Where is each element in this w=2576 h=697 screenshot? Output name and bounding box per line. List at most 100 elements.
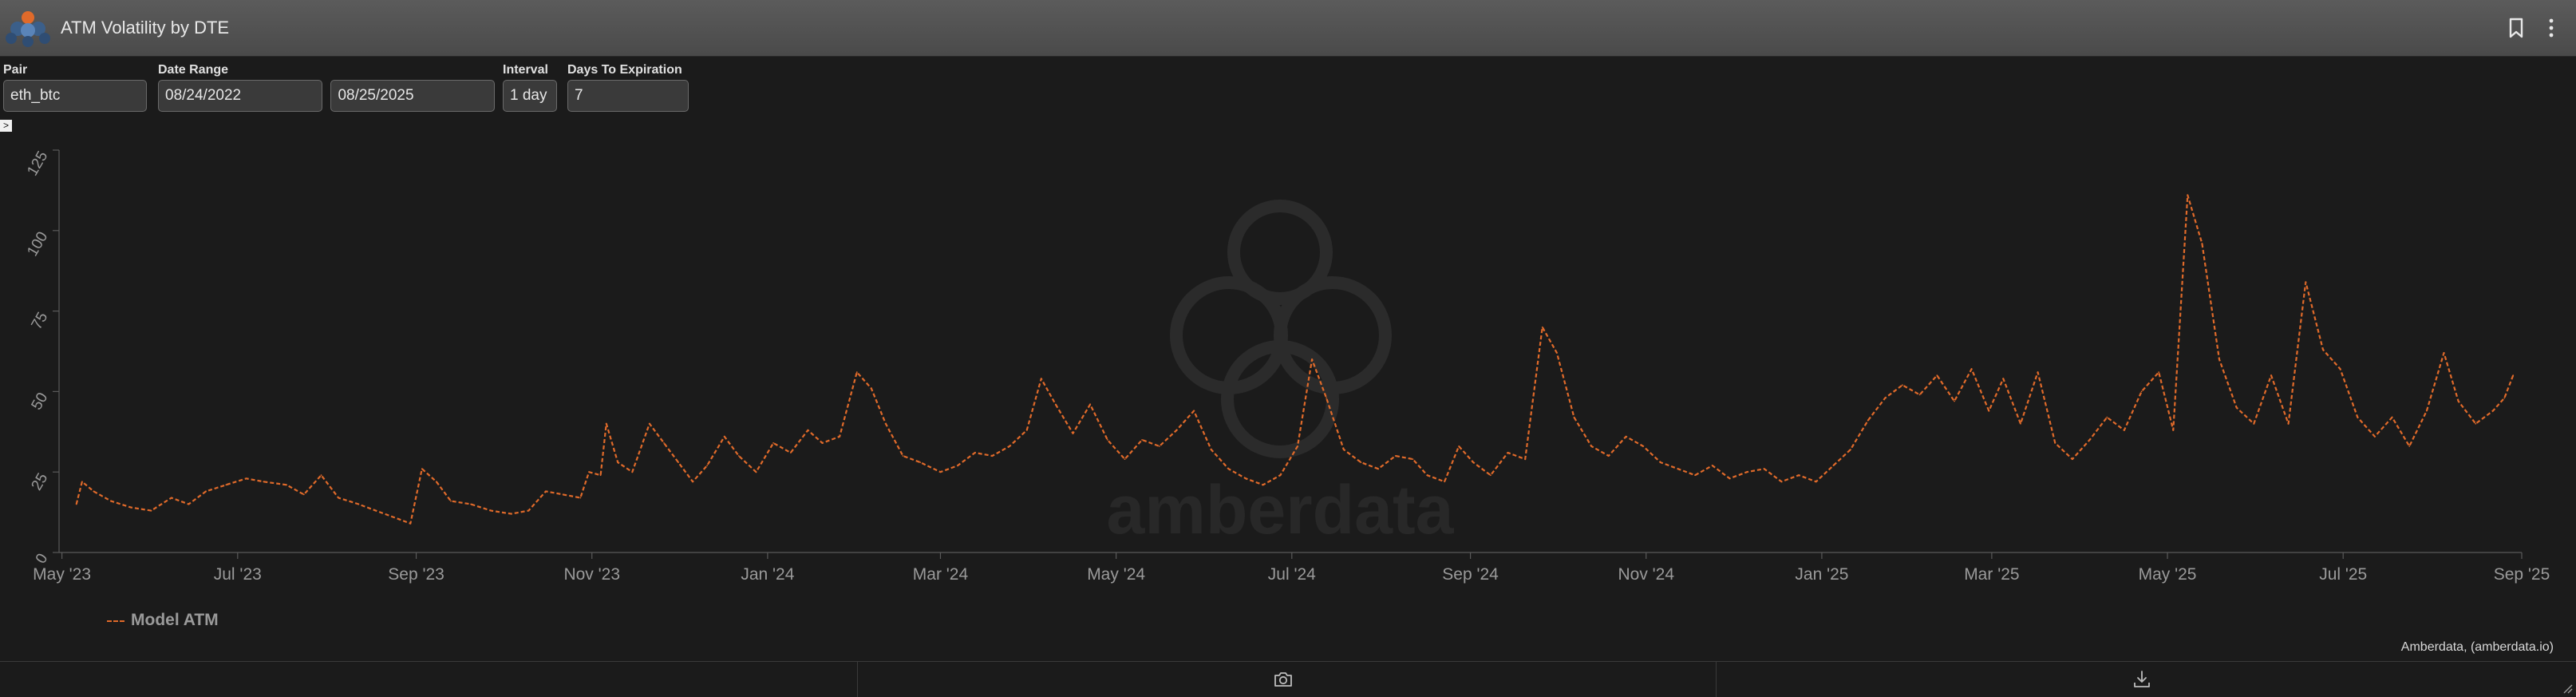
data-point — [1902, 384, 1903, 386]
data-point — [1009, 446, 1010, 447]
data-point — [1040, 378, 1042, 380]
legend-label: Model ATM — [131, 611, 219, 629]
data-point — [562, 493, 564, 496]
download-icon[interactable] — [2129, 667, 2155, 692]
data-point — [421, 468, 423, 470]
filter-bar: Pair eth_btc Date Range 08/24/2022 08/25… — [0, 62, 718, 118]
dte-input[interactable]: 7 — [567, 80, 689, 112]
more-vertical-icon[interactable] — [2538, 14, 2565, 42]
dte-label: Days To Expiration — [567, 63, 682, 77]
data-point — [1227, 468, 1230, 470]
data-point — [1141, 439, 1143, 441]
data-point — [2339, 368, 2341, 370]
pair-input[interactable]: eth_btc — [3, 80, 147, 112]
data-point — [1311, 358, 1313, 360]
x-tick-label: May '24 — [1087, 565, 1145, 584]
data-point — [678, 461, 679, 463]
bookmark-icon[interactable] — [2503, 14, 2530, 42]
data-point — [885, 422, 887, 425]
data-point — [1412, 458, 1414, 460]
data-point — [1711, 465, 1713, 466]
data-point — [1625, 435, 1627, 438]
data-point — [1279, 474, 1282, 477]
expand-toggle[interactable]: > — [0, 120, 12, 132]
data-point — [1297, 446, 1298, 447]
x-tick-label: Sep '24 — [1442, 565, 1499, 584]
y-tick-label: 50 — [29, 390, 52, 413]
data-point — [2374, 435, 2376, 438]
x-tick-label: Nov '24 — [1618, 565, 1674, 584]
x-tick-label: Jan '25 — [1795, 565, 1848, 584]
data-point — [2088, 439, 2091, 441]
data-point — [1326, 397, 1327, 399]
data-point — [375, 509, 377, 512]
data-point — [286, 484, 287, 486]
data-point — [1458, 446, 1460, 447]
data-point — [130, 506, 132, 509]
data-point — [1490, 474, 1491, 477]
y-axis: 0 25 50 75 100 125 — [24, 149, 60, 567]
data-point — [1025, 429, 1028, 431]
date-start-input[interactable]: 08/24/2022 — [158, 80, 322, 112]
data-point — [957, 465, 958, 466]
data-point — [1607, 455, 1610, 457]
y-tick-label: 0 — [33, 551, 51, 567]
data-point — [939, 471, 942, 473]
data-point — [2002, 378, 2005, 380]
data-point — [2037, 371, 2039, 374]
data-point — [1970, 368, 1973, 370]
data-point — [2201, 243, 2203, 244]
watermark-text: amberdata — [1107, 472, 1455, 548]
data-point — [1832, 465, 1835, 466]
data-point — [2287, 422, 2290, 425]
data-point — [631, 471, 634, 473]
data-point — [1444, 481, 1445, 483]
camera-icon[interactable] — [1270, 667, 1296, 692]
x-tick-label: Jul '23 — [214, 565, 262, 584]
data-point — [1377, 468, 1379, 470]
data-point — [1642, 446, 1645, 447]
data-point — [188, 503, 190, 505]
data-point — [839, 435, 840, 438]
data-point — [821, 442, 824, 444]
data-point — [320, 474, 322, 477]
data-point — [991, 455, 994, 457]
data-point — [2408, 446, 2411, 447]
data-point — [2475, 422, 2477, 425]
pair-label: Pair — [3, 63, 28, 77]
data-point — [2172, 429, 2175, 431]
footer-toolbar — [0, 661, 2576, 697]
data-point — [1541, 326, 1543, 328]
resize-handle-icon[interactable] — [2563, 684, 2573, 694]
data-point — [2443, 352, 2445, 354]
data-point — [245, 477, 247, 480]
data-point — [1193, 410, 1195, 412]
data-point — [1054, 403, 1057, 406]
data-point — [2235, 406, 2238, 409]
x-tick-label: Mar '24 — [913, 565, 969, 584]
data-point — [2072, 458, 2073, 460]
data-point — [150, 509, 152, 512]
data-point — [358, 503, 360, 505]
legend-swatch — [107, 620, 124, 622]
data-point — [902, 455, 904, 457]
data-point — [263, 481, 265, 483]
dte-filter: Days To Expiration 7 — [567, 62, 689, 112]
data-point — [1556, 352, 1558, 354]
data-point — [649, 422, 650, 425]
data-point — [2503, 397, 2506, 399]
y-tick-label: 100 — [24, 229, 51, 259]
interval-label: Interval — [503, 63, 548, 77]
data-point — [205, 490, 207, 493]
data-point — [1573, 416, 1575, 418]
x-tick-label: May '25 — [2139, 565, 2197, 584]
data-point — [1659, 461, 1661, 463]
series-model-atm — [75, 194, 2515, 525]
date-end-input[interactable]: 08/25/2025 — [330, 80, 496, 112]
data-point — [2218, 358, 2220, 360]
data-point — [579, 497, 582, 499]
pair-filter: Pair eth_btc — [3, 62, 147, 112]
interval-select[interactable]: 1 day — [503, 80, 557, 112]
data-point — [2124, 429, 2125, 431]
date-range-filter: Date Range 08/24/2022 08/25/2025 — [158, 62, 496, 112]
